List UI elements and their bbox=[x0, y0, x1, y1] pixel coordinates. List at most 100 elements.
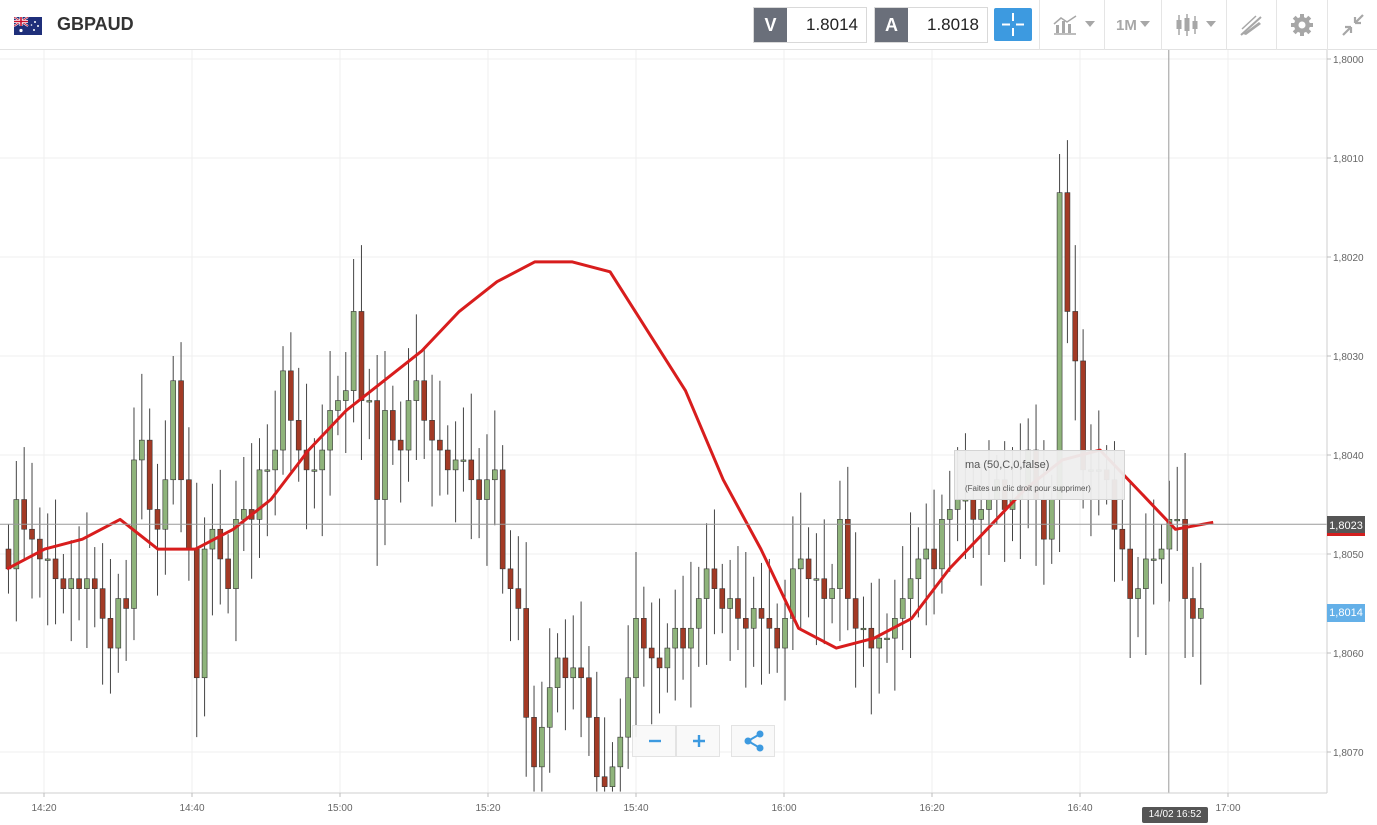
candle-up bbox=[1174, 519, 1181, 522]
candle-up bbox=[342, 390, 349, 401]
zoom-out-button[interactable] bbox=[632, 725, 676, 757]
candle-up bbox=[860, 627, 867, 631]
toolbar-divider bbox=[1327, 0, 1328, 50]
candle-down bbox=[99, 588, 106, 619]
zoom-in-button[interactable] bbox=[676, 725, 720, 757]
moving-average-line bbox=[6, 260, 1214, 650]
candle-down bbox=[374, 400, 380, 500]
price-tick-label: 1,8070 bbox=[1333, 748, 1364, 759]
timeframe-selector[interactable]: 1M bbox=[1105, 0, 1161, 50]
candle-down bbox=[680, 627, 686, 649]
price-tick-label: 1,8020 bbox=[1333, 253, 1364, 264]
candle-down bbox=[515, 588, 522, 609]
chevron-down-icon bbox=[1085, 21, 1095, 27]
share-button[interactable] bbox=[731, 725, 775, 757]
candle-down bbox=[523, 608, 529, 718]
candle-up bbox=[13, 499, 20, 570]
candle-down bbox=[844, 519, 851, 599]
indicators-button[interactable] bbox=[1040, 0, 1104, 50]
candle-up bbox=[570, 667, 577, 679]
current-price-label: 1,8023 bbox=[1327, 516, 1365, 536]
candle-up bbox=[609, 766, 616, 787]
candle-up bbox=[797, 558, 804, 570]
collapse-button[interactable] bbox=[1328, 0, 1377, 50]
candle-down bbox=[656, 657, 663, 669]
candle-down bbox=[1127, 548, 1133, 599]
candle-down bbox=[711, 568, 718, 589]
candle-up bbox=[405, 400, 412, 451]
candle-down bbox=[507, 568, 514, 589]
chart-type-button[interactable] bbox=[1162, 0, 1226, 50]
ask-price: 1.8018 bbox=[927, 15, 979, 34]
candle-up bbox=[727, 598, 733, 609]
candle-up bbox=[1048, 499, 1055, 540]
candle-up bbox=[131, 459, 137, 609]
time-tick-label: 15:20 bbox=[475, 803, 500, 814]
price-tick-label: 1,8010 bbox=[1333, 154, 1364, 165]
bid-price: 1.8014 bbox=[806, 15, 858, 34]
candle-up bbox=[954, 499, 961, 510]
candle-down bbox=[931, 548, 937, 570]
time-tick-label: 15:00 bbox=[327, 803, 352, 814]
candle-up bbox=[366, 400, 373, 403]
candle-down bbox=[562, 657, 569, 679]
candle-up bbox=[492, 469, 498, 481]
candle-up bbox=[907, 578, 914, 599]
ask-quote[interactable]: A 1.8018 bbox=[874, 7, 988, 43]
candle-down bbox=[531, 717, 537, 768]
candle-down bbox=[821, 578, 828, 599]
candle-up bbox=[1166, 519, 1173, 550]
candle-down bbox=[499, 469, 506, 570]
toolbar-divider bbox=[1226, 0, 1227, 50]
candle-down bbox=[586, 677, 592, 718]
price-chart[interactable]: 1,8070 1,8060 1,8050 1,8040 1,8030 1,8020 1,80… bbox=[0, 50, 1377, 825]
indicator-icon bbox=[1053, 15, 1077, 35]
candle-down bbox=[468, 459, 475, 481]
indicator-name: ma (50,C,0,false) bbox=[965, 459, 1050, 471]
candle-up bbox=[837, 519, 843, 589]
toolbar-divider bbox=[1039, 0, 1040, 50]
candle-up bbox=[84, 578, 90, 589]
indicator-tooltip[interactable]: ma (50,C,0,false) (Faites un clic droit … bbox=[954, 450, 1125, 500]
price-axis[interactable]: 1,8070 1,8060 1,8050 1,8040 1,8030 1,8020 1,80… bbox=[1326, 50, 1364, 793]
candle-up bbox=[233, 519, 239, 589]
candle-up bbox=[782, 618, 788, 649]
candle-up bbox=[884, 637, 890, 640]
crosshair-lines bbox=[0, 50, 1327, 793]
candle-down bbox=[1182, 519, 1188, 599]
candle-down bbox=[21, 499, 27, 530]
candle-up bbox=[899, 598, 906, 619]
candle-down bbox=[225, 558, 231, 589]
toolbar-divider bbox=[1161, 0, 1162, 50]
time-tick-label: 14:20 bbox=[31, 803, 56, 814]
indicator-remove-hint: (Faites un clic droit pour supprimer) bbox=[965, 484, 1091, 493]
candle-up bbox=[350, 311, 357, 391]
crosshair-button[interactable] bbox=[994, 8, 1032, 41]
settings-button[interactable] bbox=[1277, 0, 1327, 50]
candle-down bbox=[476, 479, 482, 500]
candle-down bbox=[29, 528, 35, 540]
candle-up bbox=[1158, 548, 1165, 560]
drawing-tools-button[interactable] bbox=[1227, 0, 1276, 50]
toolbar-divider bbox=[1276, 0, 1277, 50]
time-axis[interactable]: 14:20 14:40 15:00 15:20 15:40 16:00 16:20 16:40… bbox=[0, 792, 1327, 814]
candle-up bbox=[688, 627, 694, 649]
candle-down bbox=[358, 311, 365, 401]
candle-up bbox=[546, 687, 553, 728]
candle-down bbox=[397, 439, 404, 451]
candle-down bbox=[178, 380, 184, 481]
minus-icon bbox=[649, 739, 661, 743]
moving-average-layer bbox=[6, 260, 1214, 650]
candle-up bbox=[923, 548, 930, 560]
candlestick-icon bbox=[1176, 14, 1198, 36]
candle-up bbox=[625, 677, 631, 738]
candle-up bbox=[703, 568, 710, 599]
candle-up bbox=[750, 608, 757, 629]
candle-up bbox=[272, 449, 278, 471]
candle-up bbox=[264, 469, 271, 472]
gear-icon bbox=[1291, 14, 1313, 36]
candle-down bbox=[805, 558, 812, 580]
candle-up bbox=[1150, 558, 1157, 561]
plus-icon bbox=[693, 735, 705, 747]
bid-quote[interactable]: V 1.8014 bbox=[753, 7, 867, 43]
